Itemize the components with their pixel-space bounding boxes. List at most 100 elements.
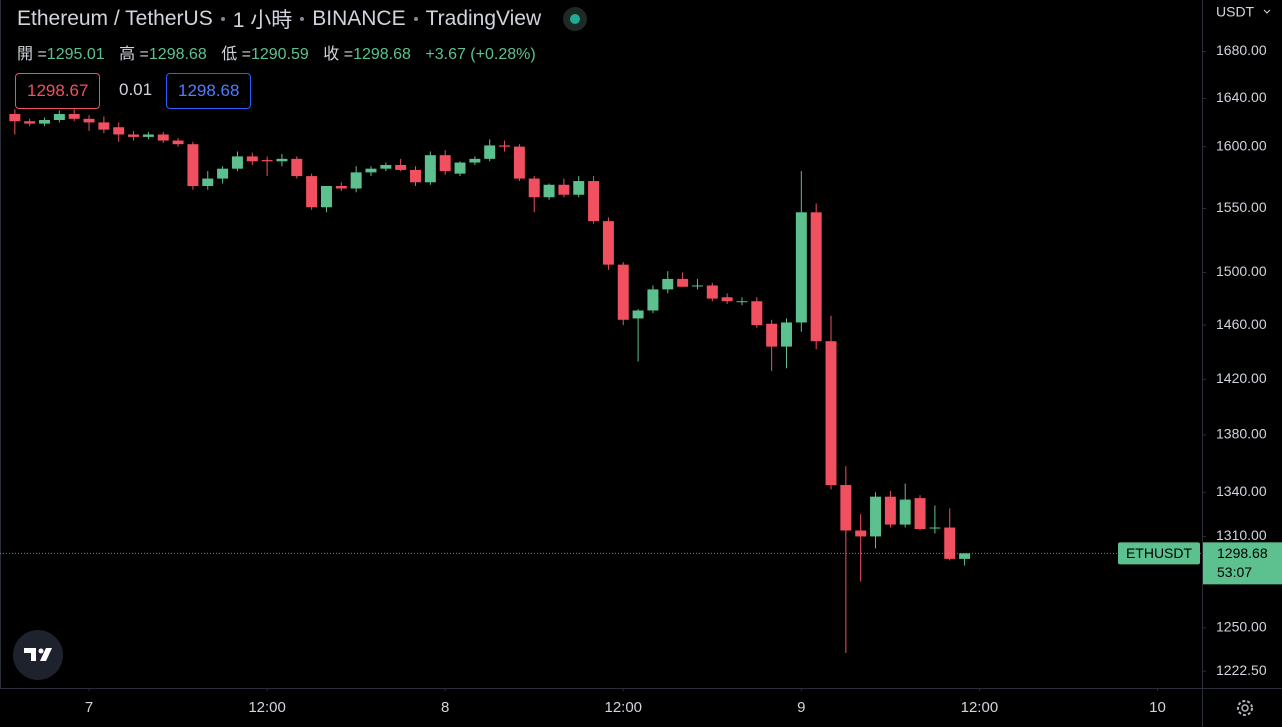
candle-body bbox=[410, 169, 421, 183]
candle-body bbox=[231, 156, 243, 169]
candle-body bbox=[142, 134, 154, 137]
candle-body bbox=[766, 323, 778, 347]
y-tick-label: 1600.00 bbox=[1216, 137, 1267, 153]
y-tick-label: 1460.00 bbox=[1216, 316, 1267, 332]
candle-body bbox=[840, 485, 852, 531]
candle-body bbox=[217, 168, 229, 179]
y-tick-label: 1500.00 bbox=[1216, 263, 1267, 279]
header: Ethereum / TetherUS 1 小時 BINANCE Trading… bbox=[17, 4, 588, 34]
candle-body bbox=[202, 178, 214, 187]
y-tick-label: 1550.00 bbox=[1216, 199, 1267, 215]
spread: 0.01 bbox=[119, 80, 153, 99]
sell-button[interactable]: 1298.67 bbox=[15, 73, 101, 109]
high-value: 1298.68 bbox=[148, 46, 207, 63]
buy-button[interactable]: 1298.68 bbox=[166, 73, 252, 109]
candle-body bbox=[98, 122, 110, 130]
candle-body bbox=[617, 264, 629, 320]
separator bbox=[300, 17, 305, 21]
candle-body bbox=[588, 181, 600, 222]
y-tick-label: 1340.00 bbox=[1216, 483, 1267, 499]
candle-body bbox=[365, 168, 377, 173]
low-value: 1290.59 bbox=[250, 46, 309, 63]
y-tick-label: 1380.00 bbox=[1216, 426, 1267, 442]
gear bbox=[1237, 700, 1253, 716]
candle-body bbox=[335, 186, 347, 189]
last-price-tag bbox=[1203, 542, 1282, 585]
x-tick-label: 12:00 bbox=[961, 699, 999, 716]
candle-body bbox=[499, 145, 511, 147]
y-tick-label: 1250.00 bbox=[1216, 619, 1267, 635]
logo-mark bbox=[24, 648, 52, 661]
candle-body bbox=[350, 172, 362, 189]
source: TradingView bbox=[425, 7, 542, 30]
high-label: 高 = bbox=[119, 46, 149, 63]
candle-body bbox=[395, 164, 407, 170]
candle-body bbox=[870, 496, 882, 537]
candle-body bbox=[172, 140, 184, 145]
exchange: BINANCE bbox=[312, 7, 406, 30]
candle-body bbox=[914, 498, 926, 530]
candle-body bbox=[39, 120, 51, 124]
candle-body bbox=[439, 155, 451, 172]
y-tick-label: 1680.00 bbox=[1216, 42, 1267, 58]
candle-body bbox=[53, 114, 65, 121]
candle-body bbox=[632, 310, 644, 319]
candle-body bbox=[795, 212, 807, 323]
y-tick-label: 1222.50 bbox=[1216, 662, 1267, 678]
candle-body bbox=[291, 158, 303, 177]
symbol-tag-label: ETHUSDT bbox=[1126, 545, 1193, 561]
close-label: 收 = bbox=[323, 46, 354, 63]
candle-body bbox=[380, 164, 392, 169]
candle-body bbox=[113, 127, 125, 135]
settings-button[interactable] bbox=[1237, 700, 1253, 716]
candle-body bbox=[558, 184, 570, 195]
candle-body bbox=[9, 114, 21, 122]
low-label: 低 = bbox=[221, 46, 251, 63]
ohlc-legend: 開 =1295.01 高 =1298.68 低 =1290.59 收 =1298… bbox=[17, 40, 546, 64]
y-tick-label: 1640.00 bbox=[1216, 89, 1267, 105]
candle-body bbox=[543, 184, 555, 198]
candle-body bbox=[691, 285, 703, 287]
open-label: 開 = bbox=[17, 46, 47, 63]
x-tick-label: 7 bbox=[85, 699, 93, 716]
candle-body bbox=[128, 134, 140, 137]
candle-body bbox=[83, 118, 95, 123]
candle-body bbox=[884, 496, 896, 525]
candle-body bbox=[24, 121, 36, 124]
tradingview-logo[interactable] bbox=[13, 630, 63, 680]
candle-body bbox=[647, 289, 659, 311]
candle-body bbox=[677, 278, 689, 287]
candle-body bbox=[187, 144, 199, 187]
candle-body bbox=[810, 212, 822, 342]
candle-body bbox=[157, 134, 169, 141]
logo-circle bbox=[13, 630, 63, 680]
candle-body bbox=[944, 527, 956, 559]
gear-hole bbox=[1241, 704, 1249, 712]
market-status[interactable] bbox=[563, 7, 588, 31]
y-tick-label: 1420.00 bbox=[1216, 370, 1267, 386]
candle-body bbox=[602, 221, 614, 265]
x-tick-label: 12:00 bbox=[248, 699, 286, 716]
candle-body bbox=[929, 527, 941, 529]
candle-body bbox=[484, 145, 496, 159]
open-value: 1295.01 bbox=[46, 46, 105, 63]
candle-body bbox=[454, 162, 466, 174]
candle-body bbox=[781, 322, 792, 347]
interval[interactable]: 1 小時 bbox=[232, 9, 293, 32]
candle-body bbox=[721, 297, 733, 302]
candle-body bbox=[959, 553, 971, 559]
countdown-label: 53:07 bbox=[1217, 564, 1252, 580]
candle-body bbox=[706, 285, 718, 299]
candle-body bbox=[276, 158, 288, 162]
candle-body bbox=[528, 178, 540, 198]
candle-body bbox=[469, 158, 481, 163]
symbol-tag bbox=[1118, 542, 1200, 565]
candle-body bbox=[662, 278, 674, 290]
candle-body bbox=[855, 530, 867, 537]
x-tick-label: 9 bbox=[797, 699, 805, 716]
candle-body bbox=[424, 155, 436, 183]
currency-label[interactable]: USDT bbox=[1216, 4, 1255, 20]
